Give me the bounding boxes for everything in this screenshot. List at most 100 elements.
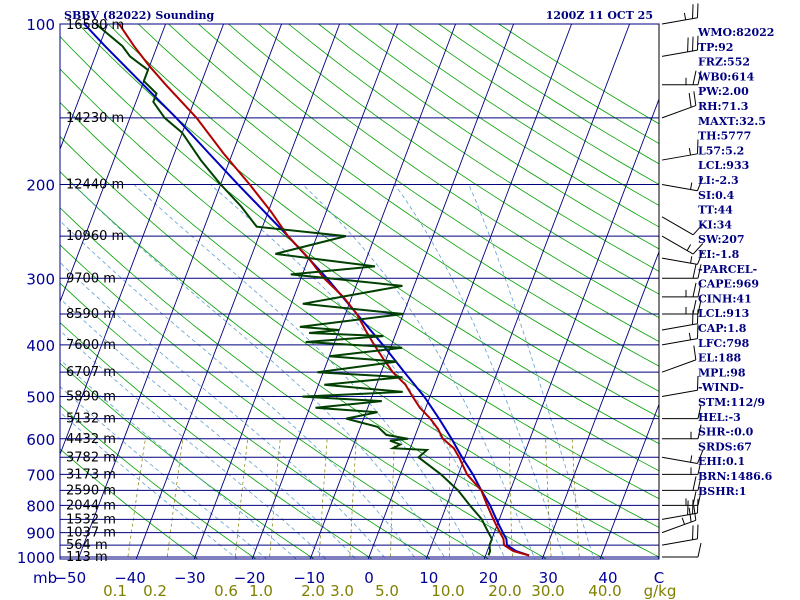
moist-adiabat (72, 184, 447, 559)
index-entry: LCL:913 (698, 307, 749, 320)
moist-adiabat (60, 330, 327, 559)
barb-flag (692, 223, 704, 236)
index-entry: EI:-1.8 (698, 248, 740, 261)
wind-barb (661, 524, 699, 546)
wind-barb (661, 91, 697, 119)
index-entry: LI:-2.3 (698, 174, 739, 187)
barb-flag (692, 36, 694, 51)
height-label: 16580 m (66, 18, 124, 33)
isotherm (193, 24, 399, 559)
dry-adiabat (60, 135, 659, 558)
mixing-ratio-tick-label: 1.0 (249, 582, 273, 600)
barb-staff (661, 456, 698, 465)
barb-staff (661, 519, 696, 534)
pressure-tick-label: 800 (26, 497, 55, 515)
temperature-tick-label: 0 (364, 569, 374, 587)
barb-half-flag (690, 182, 693, 190)
barb-flag (687, 500, 689, 515)
index-entry: WMO:82022 (697, 26, 774, 39)
barb-flag (692, 310, 694, 325)
wind-barb (662, 404, 702, 420)
dry-adiabat (288, 24, 659, 272)
moist-adiabat (60, 359, 297, 559)
height-label: 2590 m (66, 483, 116, 498)
barb-half-flag (690, 455, 693, 463)
temperature-tick-label: 40 (598, 569, 617, 587)
isotherm (251, 24, 457, 559)
pressure-tick-label: 1000 (17, 549, 55, 567)
wind-barb-column (658, 3, 704, 558)
index-entry: HEL:-3 (698, 411, 741, 424)
index-entry: MAXT:32.5 (698, 115, 766, 128)
height-label: 1532 m (66, 512, 116, 527)
height-label: 5890 m (66, 390, 116, 405)
sounding-profiles (83, 24, 530, 557)
wind-barb (661, 250, 704, 265)
barb-flag (697, 404, 702, 419)
height-label: 9700 m (66, 271, 116, 286)
parcel-trace (83, 24, 530, 557)
height-label: 7600 m (66, 338, 116, 353)
mixing-ratio-tick-label: 0.6 (214, 582, 238, 600)
index-entry: PW:2.00 (698, 85, 749, 98)
wind-barb (661, 177, 704, 192)
temperature-tick-label: −40 (114, 569, 146, 587)
barb-flag (697, 491, 702, 506)
mixing-ratio-unit-label: g/kg (644, 582, 677, 600)
barb-flag (692, 491, 697, 506)
wind-barb (661, 345, 697, 373)
mixing-ratio-line (234, 438, 249, 559)
mixing-ratio-tick-label: 30.0 (531, 582, 564, 600)
dry-adiabat (258, 24, 659, 295)
wind-barb (662, 70, 702, 86)
wind-barb (661, 375, 699, 398)
temperature-tick-label: −20 (234, 569, 266, 587)
moist-adiabat (468, 184, 595, 559)
barb-flag (696, 375, 699, 391)
isotherm (60, 24, 109, 151)
wind-barb (661, 498, 699, 520)
barb-flag (696, 309, 699, 324)
barb-flag (697, 542, 702, 558)
moist-adiabat (302, 184, 536, 559)
index-entry: LCL:933 (698, 159, 749, 172)
barb-flag (692, 525, 694, 540)
mixing-ratio-tick-label: 0.1 (103, 582, 127, 600)
temperature-tick-label: 30 (539, 569, 558, 587)
pressure-tick-label: 500 (26, 389, 55, 407)
diagram-grid (60, 24, 659, 559)
barb-flag (696, 177, 704, 191)
temperature-tick-label: 20 (479, 569, 498, 587)
barb-flag (697, 476, 702, 491)
wind-barb (662, 424, 702, 440)
height-label: 1037 m (66, 526, 116, 541)
barb-half-flag (688, 148, 692, 156)
height-label: 5132 m (66, 412, 116, 427)
moist-adiabat (394, 184, 565, 559)
barb-staff (661, 216, 694, 236)
barb-half-flag (683, 12, 687, 20)
isotherm (367, 24, 573, 559)
barb-flag (692, 264, 697, 279)
index-entry: SW:207 (698, 233, 745, 246)
isotherm (135, 24, 341, 559)
barb-flag (696, 35, 699, 51)
pressure-tick-label: 400 (26, 337, 55, 355)
barb-flag (696, 139, 699, 154)
barb-staff (661, 153, 698, 161)
barb-flag (697, 70, 702, 85)
isotherm (309, 24, 515, 559)
height-label: 564 m (66, 538, 108, 553)
index-entry: STM:112/9 (698, 396, 765, 409)
barb-staff (661, 183, 698, 192)
pressure-tick-label: 300 (26, 270, 55, 288)
mixing-ratio-line (127, 438, 146, 559)
index-entry: KI:34 (698, 218, 732, 231)
mixing-ratio-tick-label: 20.0 (488, 582, 521, 600)
barb-flag (693, 345, 697, 360)
barb-flag (696, 498, 699, 514)
pressure-tick-label: 900 (26, 525, 55, 543)
barb-staff (661, 49, 698, 57)
isotherm (77, 24, 283, 559)
